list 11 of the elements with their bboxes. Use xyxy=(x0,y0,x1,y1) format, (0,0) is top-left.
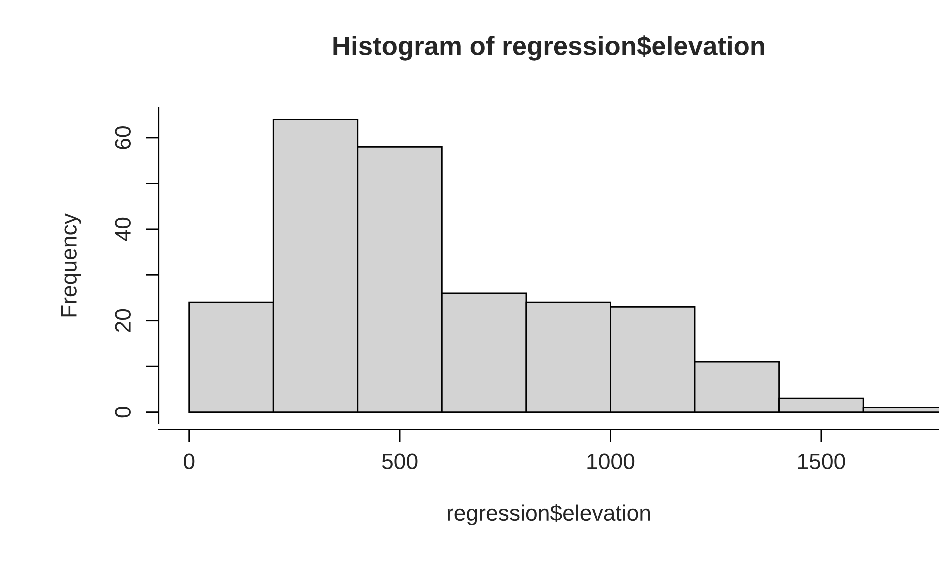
y-tick-label: 60 xyxy=(115,126,131,150)
y-axis-title: Frequency xyxy=(61,214,82,317)
x-tick-label: 0 xyxy=(184,454,195,470)
x-axis-title: regression$elevation xyxy=(448,504,650,526)
chart-title: Histogram of regression$elevation xyxy=(334,36,764,61)
y-tick-label: 20 xyxy=(115,309,131,332)
x-tick-label: 500 xyxy=(382,454,418,470)
x-tick-label: 1000 xyxy=(588,454,635,470)
y-tick-label: 0 xyxy=(115,406,131,418)
y-tick-label: 40 xyxy=(115,218,131,242)
x-tick-label: 1500 xyxy=(798,454,846,470)
